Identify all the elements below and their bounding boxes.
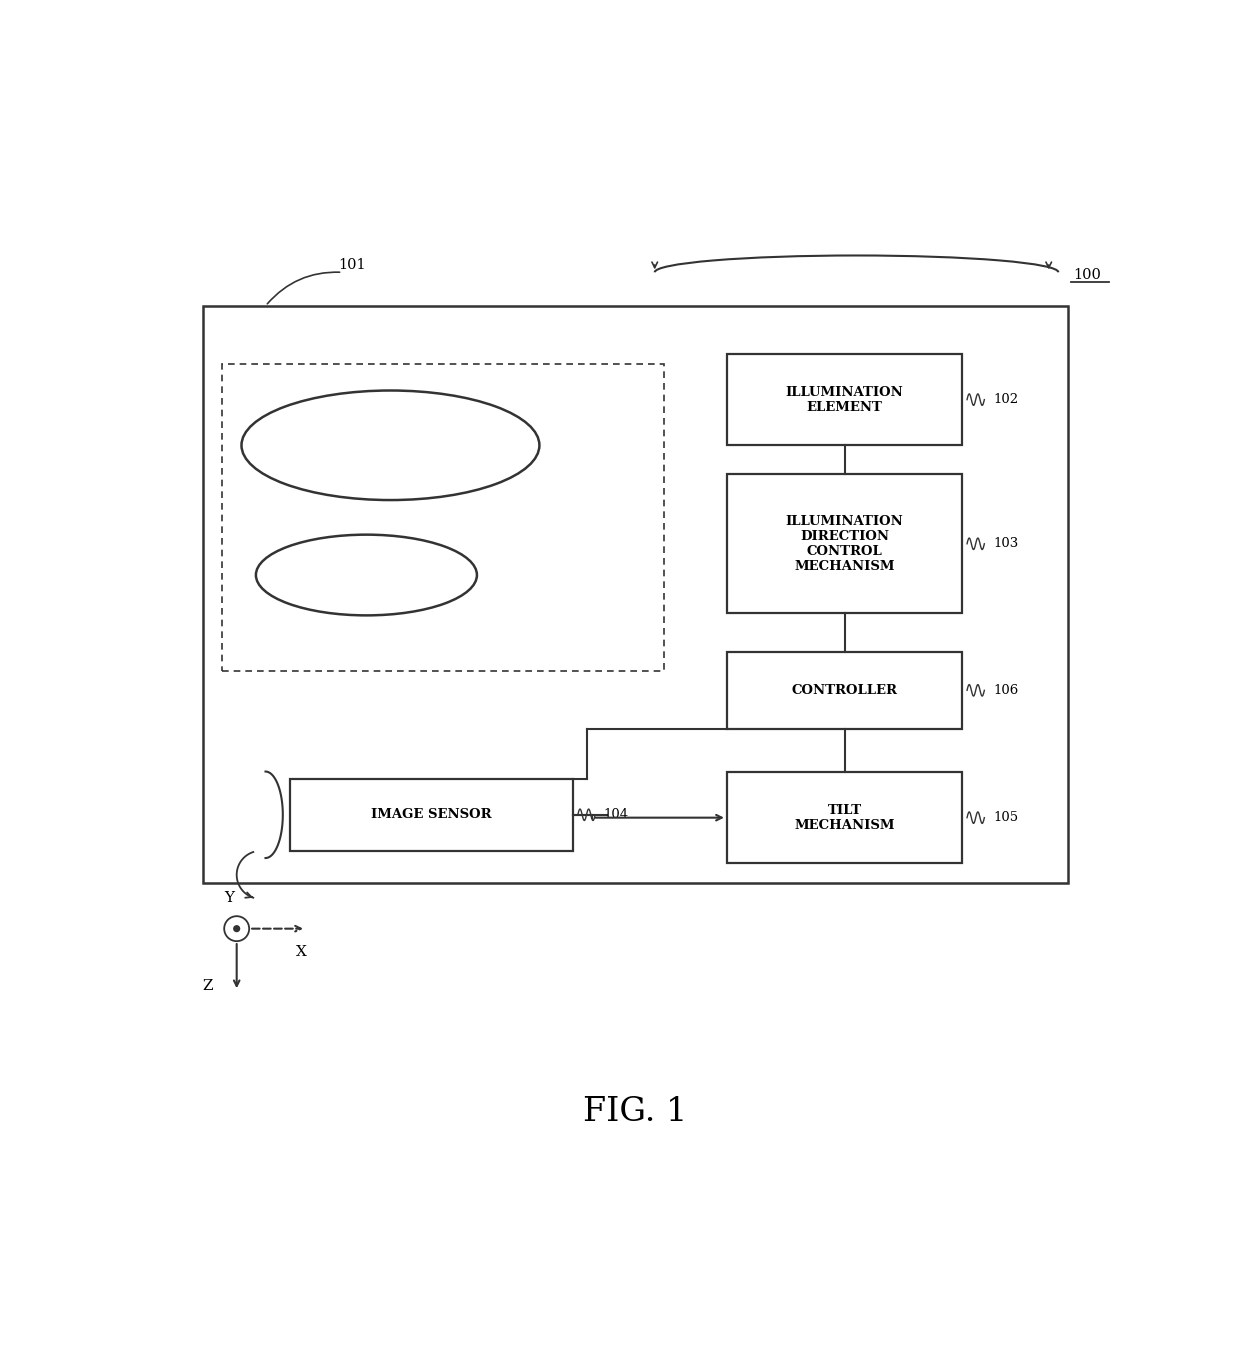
- Circle shape: [224, 916, 249, 940]
- Text: IMAGE SENSOR: IMAGE SENSOR: [371, 808, 491, 822]
- Bar: [727, 652, 962, 729]
- Text: ILLUMINATION
ELEMENT: ILLUMINATION ELEMENT: [786, 385, 904, 414]
- Text: 103: 103: [993, 537, 1018, 551]
- Text: TILT
MECHANISM: TILT MECHANISM: [795, 804, 895, 831]
- Text: ILLUMINATION
DIRECTION
CONTROL
MECHANISM: ILLUMINATION DIRECTION CONTROL MECHANISM: [786, 515, 904, 573]
- Bar: [203, 306, 1068, 883]
- Bar: [727, 772, 962, 864]
- Text: 106: 106: [993, 684, 1018, 697]
- Text: 102: 102: [993, 394, 1018, 406]
- Circle shape: [234, 925, 239, 931]
- Text: Z: Z: [202, 979, 213, 994]
- Bar: [727, 354, 962, 446]
- Bar: [727, 474, 962, 614]
- Text: 101: 101: [339, 258, 366, 272]
- Text: 105: 105: [993, 811, 1018, 824]
- Text: Y: Y: [224, 891, 234, 905]
- Text: CONTROLLER: CONTROLLER: [791, 684, 898, 697]
- Text: 104: 104: [604, 808, 629, 822]
- Text: X: X: [295, 945, 306, 960]
- Bar: [222, 364, 665, 671]
- Text: FIG. 1: FIG. 1: [583, 1095, 688, 1128]
- Bar: [290, 779, 573, 850]
- Text: 100: 100: [1073, 268, 1101, 282]
